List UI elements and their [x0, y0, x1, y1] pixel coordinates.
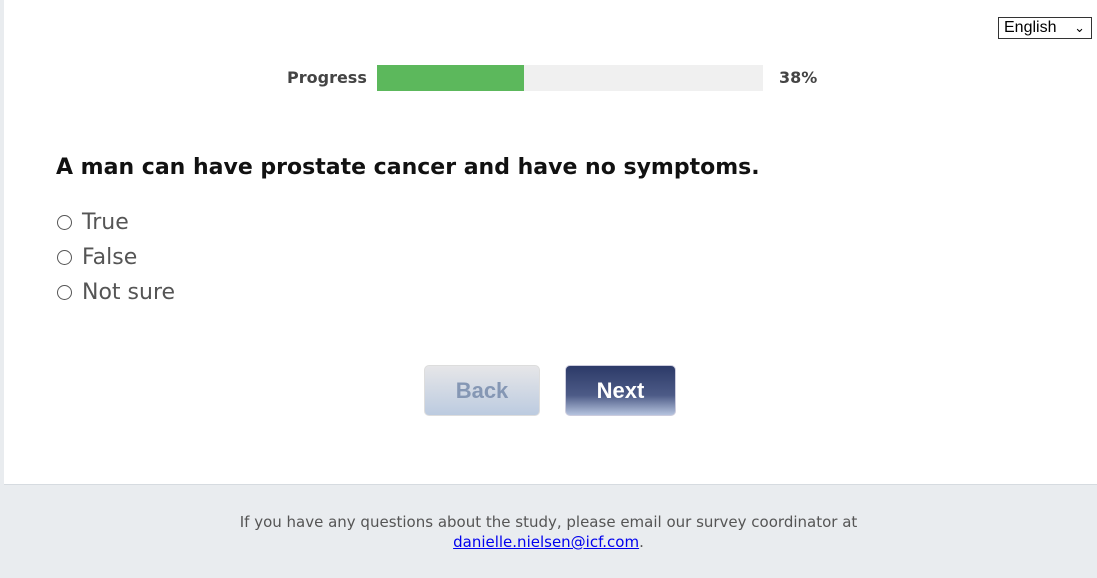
option-label: Not sure — [82, 280, 176, 305]
question-text: A man can have prostate cancer and have … — [56, 155, 760, 180]
chevron-down-icon: ⌄ — [1074, 20, 1085, 35]
language-select[interactable]: English ⌄ — [998, 17, 1092, 39]
answer-options: True False Not sure — [57, 205, 175, 310]
radio-button[interactable] — [57, 215, 72, 230]
radio-button[interactable] — [57, 285, 72, 300]
option-label: False — [82, 245, 138, 270]
footer-period: . — [639, 533, 644, 551]
progress-bar — [377, 65, 763, 91]
option-label: True — [82, 210, 129, 235]
coordinator-email-link[interactable]: danielle.nielsen@icf.com — [453, 533, 640, 551]
option-false[interactable]: False — [57, 240, 175, 275]
option-true[interactable]: True — [57, 205, 175, 240]
progress-fill — [377, 65, 524, 91]
footer-text: If you have any questions about the stud… — [239, 513, 858, 531]
progress-label: Progress — [287, 68, 367, 87]
next-button[interactable]: Next — [565, 365, 676, 416]
language-selected: English — [1004, 19, 1057, 36]
survey-panel: English ⌄ Progress 38% A man can have pr… — [4, 0, 1097, 485]
footer: If you have any questions about the stud… — [0, 512, 1097, 552]
progress-percent: 38% — [779, 68, 818, 87]
radio-button[interactable] — [57, 250, 72, 265]
option-not-sure[interactable]: Not sure — [57, 275, 175, 310]
back-button[interactable]: Back — [424, 365, 540, 416]
